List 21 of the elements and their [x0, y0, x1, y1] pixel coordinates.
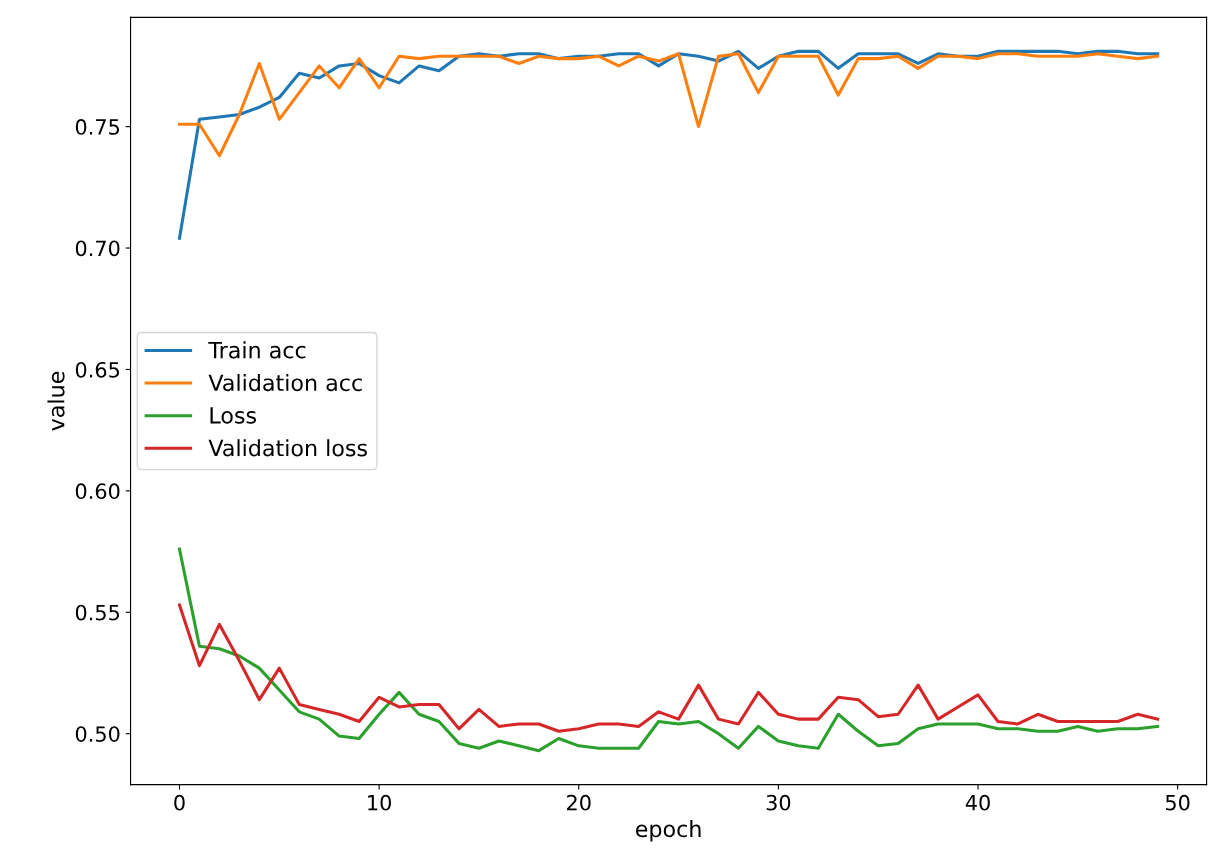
- y-tick-label: 0.50: [75, 726, 120, 742]
- legend-label: Validation loss: [208, 439, 367, 457]
- x-tick-label: 0: [174, 794, 185, 811]
- x-tick-label: 30: [766, 794, 791, 811]
- y-tick-label: 0.70: [75, 240, 120, 257]
- line-series: [177, 52, 1160, 158]
- legend-label: Loss: [210, 407, 257, 424]
- line-series: [177, 603, 1160, 733]
- line-series: [177, 547, 1160, 753]
- y-tick-label: 0.75: [75, 119, 120, 135]
- legend-label: Train acc: [208, 341, 306, 359]
- y-tick-label: 0.55: [75, 604, 120, 621]
- y-axis-title: value: [47, 371, 65, 431]
- x-tick-label: 50: [1165, 794, 1190, 811]
- y-tick-label: 0.60: [75, 483, 120, 500]
- x-tick-label: 40: [965, 794, 990, 811]
- y-tick-label: 0.65: [75, 361, 120, 378]
- x-tick-label: 10: [368, 794, 391, 811]
- x-axis-title: epoch: [635, 820, 701, 842]
- x-tick-label: 20: [567, 794, 591, 811]
- legend-label: Validation acc: [208, 373, 362, 392]
